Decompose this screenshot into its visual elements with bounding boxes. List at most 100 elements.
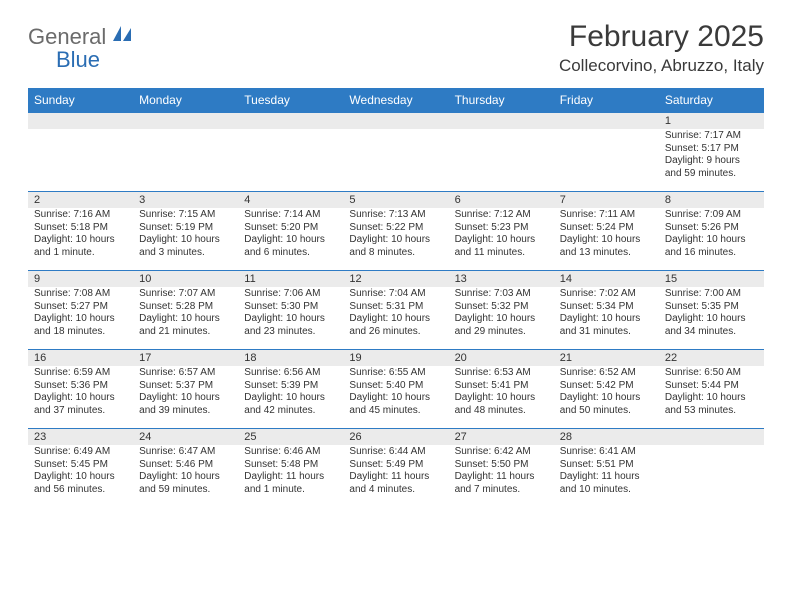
day-content-cell — [343, 129, 448, 191]
day-content-cell: Sunrise: 7:08 AMSunset: 5:27 PMDaylight:… — [28, 287, 133, 349]
day-number-cell: 11 — [238, 270, 343, 287]
day-number: 8 — [665, 194, 671, 206]
sunrise-text: Sunrise: 6:49 AM — [34, 446, 127, 459]
day-content-cell — [238, 129, 343, 191]
day-content-row: Sunrise: 6:49 AMSunset: 5:45 PMDaylight:… — [28, 445, 764, 507]
day-content-cell: Sunrise: 6:42 AMSunset: 5:50 PMDaylight:… — [449, 445, 554, 507]
daylight-text: Daylight: 10 hours and 53 minutes. — [665, 392, 758, 417]
day-content-cell: Sunrise: 7:04 AMSunset: 5:31 PMDaylight:… — [343, 287, 448, 349]
day-number-cell — [449, 112, 554, 129]
day-number-cell: 22 — [659, 349, 764, 366]
sunrise-text: Sunrise: 7:17 AM — [665, 130, 758, 143]
sunrise-text: Sunrise: 6:59 AM — [34, 367, 127, 380]
sunrise-text: Sunrise: 7:00 AM — [665, 288, 758, 301]
sunset-text: Sunset: 5:39 PM — [244, 380, 337, 393]
day-content-cell: Sunrise: 7:15 AMSunset: 5:19 PMDaylight:… — [133, 208, 238, 270]
day-number-cell: 5 — [343, 191, 448, 208]
day-content-cell: Sunrise: 7:07 AMSunset: 5:28 PMDaylight:… — [133, 287, 238, 349]
sunrise-text: Sunrise: 7:11 AM — [560, 209, 653, 222]
day-number-cell: 8 — [659, 191, 764, 208]
day-number: 6 — [455, 194, 461, 206]
day-number-cell — [133, 112, 238, 129]
day-number-cell: 14 — [554, 270, 659, 287]
daylight-text: Daylight: 10 hours and 39 minutes. — [139, 392, 232, 417]
sunrise-text: Sunrise: 7:07 AM — [139, 288, 232, 301]
day-header: Thursday — [449, 88, 554, 112]
daylight-text: Daylight: 10 hours and 8 minutes. — [349, 234, 442, 259]
sunrise-text: Sunrise: 7:09 AM — [665, 209, 758, 222]
day-number-cell: 16 — [28, 349, 133, 366]
day-number: 3 — [139, 194, 145, 206]
daylight-text: Daylight: 10 hours and 56 minutes. — [34, 471, 127, 496]
day-number: 28 — [560, 431, 572, 443]
sunset-text: Sunset: 5:35 PM — [665, 301, 758, 314]
title-block: February 2025 Collecorvino, Abruzzo, Ita… — [559, 20, 764, 76]
sunset-text: Sunset: 5:23 PM — [455, 222, 548, 235]
sunrise-text: Sunrise: 7:12 AM — [455, 209, 548, 222]
daylight-text: Daylight: 11 hours and 7 minutes. — [455, 471, 548, 496]
day-content-cell: Sunrise: 6:47 AMSunset: 5:46 PMDaylight:… — [133, 445, 238, 507]
day-number-cell: 28 — [554, 428, 659, 445]
day-content-cell — [133, 129, 238, 191]
calendar-page: General Blue February 2025 Collecorvino,… — [0, 0, 792, 517]
day-number-cell: 2 — [28, 191, 133, 208]
daylight-text: Daylight: 10 hours and 31 minutes. — [560, 313, 653, 338]
day-number: 1 — [665, 115, 671, 127]
sunrise-text: Sunrise: 6:44 AM — [349, 446, 442, 459]
daylight-text: Daylight: 10 hours and 13 minutes. — [560, 234, 653, 259]
sunset-text: Sunset: 5:46 PM — [139, 459, 232, 472]
day-content-cell: Sunrise: 7:12 AMSunset: 5:23 PMDaylight:… — [449, 208, 554, 270]
logo: General Blue — [28, 20, 135, 72]
day-content-cell: Sunrise: 7:14 AMSunset: 5:20 PMDaylight:… — [238, 208, 343, 270]
day-header: Saturday — [659, 88, 764, 112]
day-content-cell: Sunrise: 7:13 AMSunset: 5:22 PMDaylight:… — [343, 208, 448, 270]
calendar-body: 1Sunrise: 7:17 AMSunset: 5:17 PMDaylight… — [28, 112, 764, 507]
sunset-text: Sunset: 5:48 PM — [244, 459, 337, 472]
day-number-row: 1 — [28, 112, 764, 129]
day-number: 2 — [34, 194, 40, 206]
day-content-cell: Sunrise: 7:02 AMSunset: 5:34 PMDaylight:… — [554, 287, 659, 349]
day-content-cell: Sunrise: 7:00 AMSunset: 5:35 PMDaylight:… — [659, 287, 764, 349]
daylight-text: Daylight: 9 hours and 59 minutes. — [665, 155, 758, 180]
day-number: 15 — [665, 273, 677, 285]
location-subtitle: Collecorvino, Abruzzo, Italy — [559, 56, 764, 76]
day-number-cell: 1 — [659, 112, 764, 129]
day-number-cell: 19 — [343, 349, 448, 366]
day-content-cell: Sunrise: 6:59 AMSunset: 5:36 PMDaylight:… — [28, 366, 133, 428]
day-number-cell: 7 — [554, 191, 659, 208]
day-number-cell: 26 — [343, 428, 448, 445]
daylight-text: Daylight: 10 hours and 50 minutes. — [560, 392, 653, 417]
day-content-cell: Sunrise: 6:57 AMSunset: 5:37 PMDaylight:… — [133, 366, 238, 428]
day-number: 10 — [139, 273, 151, 285]
day-number: 13 — [455, 273, 467, 285]
month-title: February 2025 — [559, 20, 764, 54]
daylight-text: Daylight: 10 hours and 23 minutes. — [244, 313, 337, 338]
sunset-text: Sunset: 5:17 PM — [665, 143, 758, 156]
day-content-cell: Sunrise: 7:16 AMSunset: 5:18 PMDaylight:… — [28, 208, 133, 270]
daylight-text: Daylight: 10 hours and 45 minutes. — [349, 392, 442, 417]
day-number-cell: 6 — [449, 191, 554, 208]
day-number-cell: 10 — [133, 270, 238, 287]
daylight-text: Daylight: 10 hours and 3 minutes. — [139, 234, 232, 259]
sunrise-text: Sunrise: 7:06 AM — [244, 288, 337, 301]
sunset-text: Sunset: 5:34 PM — [560, 301, 653, 314]
day-content-cell — [554, 129, 659, 191]
day-number: 19 — [349, 352, 361, 364]
day-header: Wednesday — [343, 88, 448, 112]
sunset-text: Sunset: 5:31 PM — [349, 301, 442, 314]
daylight-text: Daylight: 10 hours and 26 minutes. — [349, 313, 442, 338]
day-number-cell: 24 — [133, 428, 238, 445]
day-number: 26 — [349, 431, 361, 443]
day-number-cell — [238, 112, 343, 129]
sunset-text: Sunset: 5:44 PM — [665, 380, 758, 393]
sunset-text: Sunset: 5:26 PM — [665, 222, 758, 235]
sunrise-text: Sunrise: 7:08 AM — [34, 288, 127, 301]
day-number: 27 — [455, 431, 467, 443]
day-content-cell — [28, 129, 133, 191]
sunset-text: Sunset: 5:42 PM — [560, 380, 653, 393]
sunset-text: Sunset: 5:32 PM — [455, 301, 548, 314]
day-number: 24 — [139, 431, 151, 443]
sunset-text: Sunset: 5:51 PM — [560, 459, 653, 472]
day-number-cell: 9 — [28, 270, 133, 287]
sunrise-text: Sunrise: 7:04 AM — [349, 288, 442, 301]
